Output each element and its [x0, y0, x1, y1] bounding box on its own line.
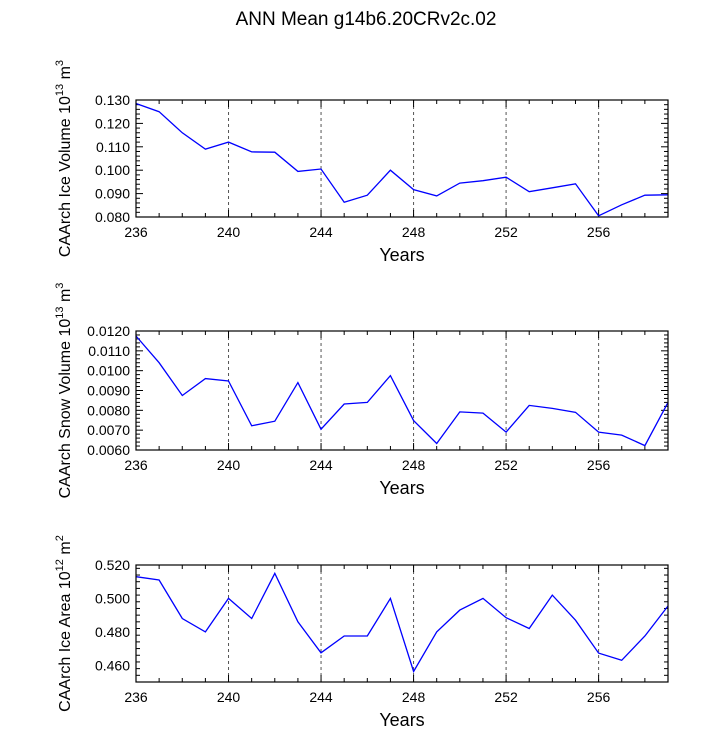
x-tick-label: 236 — [124, 224, 148, 240]
y-tick-label: 0.130 — [95, 92, 130, 108]
x-tick-label: 252 — [494, 224, 518, 240]
x-tick-label: 248 — [402, 457, 426, 473]
y-tick-label: 0.0060 — [87, 442, 130, 458]
series-line — [135, 102, 669, 217]
chart-title: ANN Mean g14b6.20CRv2c.02 — [236, 9, 497, 30]
x-tick-label: 252 — [494, 457, 518, 473]
plot-frame — [135, 330, 669, 451]
x-tick-label: 244 — [309, 224, 333, 240]
x-axis-label: Years — [379, 710, 424, 730]
y-axis-label: CAArch Ice Area 1012 m2 — [54, 535, 74, 712]
series-line — [135, 335, 669, 447]
x-tick-label: 236 — [124, 457, 148, 473]
x-tick-label: 256 — [587, 689, 611, 705]
x-tick-label: 244 — [309, 457, 333, 473]
x-tick-label: 248 — [402, 689, 426, 705]
y-tick-label: 0.0090 — [87, 383, 130, 399]
y-tick-label: 0.480 — [95, 624, 130, 640]
x-axis-label: Years — [379, 245, 424, 265]
x-tick-label: 240 — [217, 224, 241, 240]
y-tick-label: 0.500 — [95, 590, 130, 606]
panel-3: 236 240 244 248 252 256 0.460 0.480 0.500 0.520 Ye… — [54, 535, 669, 730]
y-tick-label: 0.520 — [95, 557, 130, 573]
y-tick-label: 0.0070 — [87, 422, 130, 438]
y-tick-label: 0.090 — [95, 186, 130, 202]
y-tick-label: 0.110 — [96, 139, 130, 155]
y-axis-label: CAArch Ice Volume 1013 m3 — [54, 60, 74, 257]
x-tick-label: 236 — [124, 689, 148, 705]
x-tick-label: 240 — [217, 689, 241, 705]
panel-1: 236 240 244 248 252 256 0.080 0.090 0.100 0.110 0.… — [54, 60, 669, 265]
panel-2: 236 240 244 248 252 256 0.0060 0.0070 0.0080 0.00… — [54, 283, 669, 499]
plot-frame — [135, 564, 669, 683]
y-tick-label: 0.120 — [95, 115, 130, 131]
y-tick-label: 0.460 — [95, 657, 130, 673]
y-tick-label: 0.080 — [95, 209, 130, 225]
plot-frame — [135, 99, 669, 218]
x-tick-label: 256 — [587, 224, 611, 240]
y-tick-label: 0.0080 — [87, 402, 130, 418]
y-axis-label: CAArch Snow Volume 1013 m3 — [54, 283, 74, 499]
y-tick-label: 0.0120 — [87, 323, 130, 339]
series-line — [135, 571, 669, 674]
y-tick-label: 0.0110 — [88, 343, 130, 359]
y-tick-label: 0.0100 — [87, 363, 130, 379]
x-tick-label: 240 — [217, 457, 241, 473]
x-axis-label: Years — [379, 478, 424, 498]
y-tick-label: 0.100 — [95, 162, 130, 178]
x-tick-label: 248 — [402, 224, 426, 240]
x-tick-label: 256 — [587, 457, 611, 473]
x-tick-label: 244 — [309, 689, 333, 705]
x-tick-label: 252 — [494, 689, 518, 705]
